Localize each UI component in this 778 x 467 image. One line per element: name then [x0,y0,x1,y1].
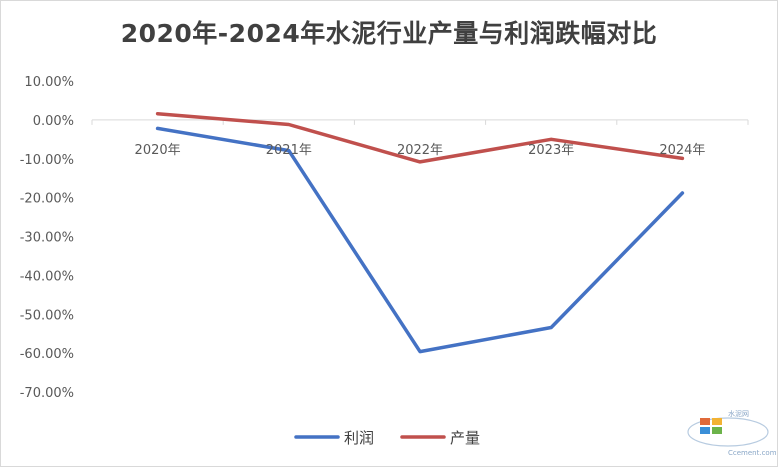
series-line-output [155,111,685,164]
x-category-label: 2021年 [266,143,312,158]
x-category-label: 2024年 [659,143,705,158]
x-category-label: 2022年 [397,143,443,158]
y-tick-label: -60.00% [20,347,74,362]
y-tick-label: -30.00% [20,231,74,246]
y-tick-label: -10.00% [20,153,74,168]
legend-label: 产量 [450,429,480,447]
watermark-line1: 水泥网 [728,409,749,418]
y-tick-label: -50.00% [20,308,74,323]
chart-title: 2020年-2024年水泥行业产量与利润跌幅对比 [120,19,658,48]
y-tick-label: -40.00% [20,269,74,284]
x-category-label: 2023年 [528,143,574,158]
series-line-profit [155,126,685,354]
y-tick-label: -20.00% [20,192,74,207]
legend-label: 利润 [344,429,374,447]
watermark-logo: 水泥网 Ccement.com [687,409,777,457]
y-tick-label: 0.00% [33,114,74,129]
x-category-label: 2020年 [135,143,181,158]
y-tick-label: 10.00% [24,75,74,90]
watermark-line2: Ccement.com [728,449,777,457]
y-tick-label: -70.00% [20,386,74,401]
